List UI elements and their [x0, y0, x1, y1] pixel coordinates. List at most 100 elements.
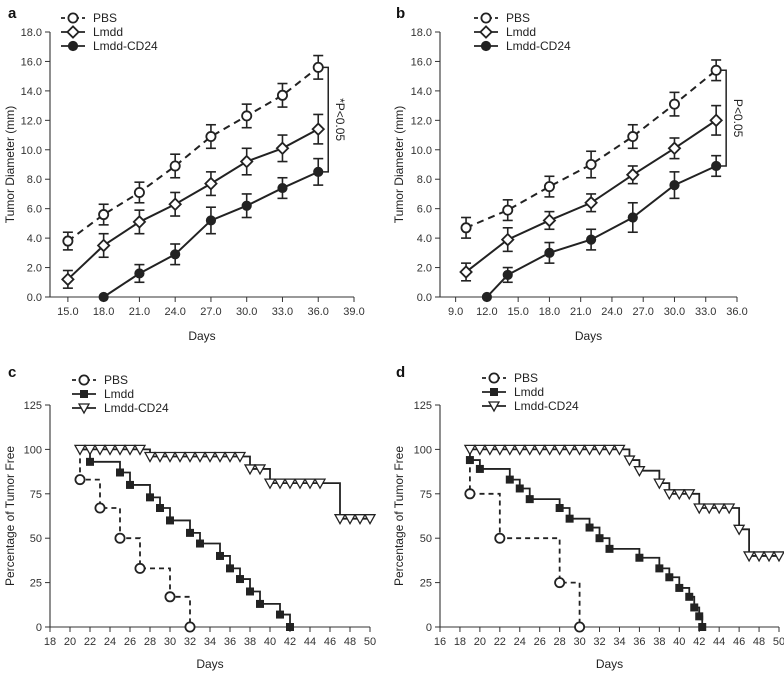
data-point [655, 564, 664, 573]
y-tick-label: 75 [420, 489, 432, 501]
y-tick-label: 10.0 [411, 145, 432, 157]
x-tick-label: 18 [44, 636, 56, 648]
panel-label: a [8, 5, 17, 22]
x-tick-label: 50 [364, 636, 376, 648]
data-point [134, 562, 146, 574]
series-line [469, 449, 581, 627]
data-point [475, 464, 484, 473]
data-point [723, 503, 736, 515]
x-tick-label: 22 [494, 636, 506, 648]
significance-label: *P<0.05 [333, 98, 347, 141]
x-tick-label: 26 [124, 636, 136, 648]
data-point [93, 444, 107, 456]
legend-label: Lmdd-CD24 [514, 399, 579, 413]
x-tick-label: 46 [733, 636, 745, 648]
data-point [169, 160, 181, 172]
data-point [241, 110, 253, 122]
data-point [113, 444, 127, 456]
panel-label: c [8, 364, 16, 381]
data-point [500, 232, 515, 247]
y-tick-label: 12.0 [21, 115, 42, 127]
data-point [574, 621, 586, 633]
x-tick-label: 33.0 [695, 306, 716, 318]
data-point [593, 444, 606, 456]
data-point [61, 272, 75, 287]
legend-marker [488, 372, 500, 384]
data-point [343, 514, 357, 526]
data-point [213, 451, 227, 463]
data-point [635, 553, 644, 562]
x-tick-label: 28 [144, 636, 156, 648]
data-point [627, 212, 638, 223]
y-tick-label: 2.0 [27, 263, 42, 275]
data-point [613, 444, 626, 456]
x-tick-label: 34 [204, 636, 216, 648]
x-tick-label: 12.0 [476, 306, 497, 318]
data-point [132, 215, 147, 229]
legend-label: PBS [93, 11, 117, 25]
x-tick-label: 21.0 [129, 306, 150, 318]
data-point [690, 603, 699, 612]
panel-a: a 15.0 18.0 21.0 24.0 27.0 30.0 33.0 36.0 39.0 0.0… [3, 5, 365, 343]
data-point [623, 455, 636, 467]
data-point [554, 577, 566, 589]
legend-marker [490, 388, 498, 396]
data-point [134, 268, 145, 279]
data-point [673, 489, 686, 501]
x-tick-label: 18 [454, 636, 466, 648]
y-tick-label: 100 [414, 444, 432, 456]
x-tick-label: 36 [633, 636, 645, 648]
x-tick-label: 18.0 [93, 306, 114, 318]
data-point [586, 234, 597, 245]
data-point [173, 451, 187, 463]
legend-label: Lmdd-CD24 [104, 401, 169, 415]
x-tick-label: 22 [84, 636, 96, 648]
data-point [241, 200, 252, 211]
data-point [603, 444, 616, 456]
data-point [253, 464, 267, 476]
data-point [584, 195, 598, 210]
y-tick-label: 6.0 [27, 204, 42, 216]
data-point [196, 539, 204, 548]
legend-marker [487, 401, 501, 413]
data-point [216, 551, 224, 560]
data-point [83, 444, 97, 456]
data-point [668, 98, 680, 110]
data-point [543, 444, 556, 456]
y-tick-label: 75 [30, 489, 42, 501]
legend-marker [80, 390, 88, 398]
data-point [193, 451, 207, 463]
data-point [98, 291, 109, 303]
panel-c: c 18 20 22 24 26 28 30 32 34 36 38 40 42 44 46 48 50 0 25 50… [3, 364, 376, 671]
data-point [183, 451, 197, 463]
legend-label: Lmdd-CD24 [93, 39, 158, 53]
y-tick-label: 18.0 [411, 27, 432, 39]
x-tick-label: 27.0 [632, 306, 653, 318]
data-point [627, 131, 639, 143]
data-point [481, 291, 492, 303]
data-point [473, 444, 486, 456]
x-axis-label: Days [575, 329, 602, 343]
data-point [543, 181, 555, 193]
x-tick-label: 15.0 [507, 306, 528, 318]
data-point [333, 514, 347, 526]
series-line [80, 448, 291, 627]
y-tick-label: 16.0 [411, 56, 432, 68]
y-tick-label: 6.0 [417, 204, 432, 216]
y-tick-label: 4.0 [27, 233, 42, 245]
legend-label: Lmdd [104, 387, 134, 401]
y-tick-label: 2.0 [417, 263, 432, 275]
data-point [170, 249, 181, 260]
y-tick-label: 50 [420, 533, 432, 545]
data-point [86, 457, 94, 466]
y-tick-label: 0.0 [417, 292, 432, 304]
data-point [663, 489, 676, 501]
data-point [544, 247, 555, 258]
y-axis-label: Percentage of Tumor Free [392, 446, 406, 586]
legend-label: PBS [506, 11, 530, 25]
y-tick-label: 0.0 [27, 292, 42, 304]
data-point [205, 131, 217, 143]
y-tick-label: 125 [414, 400, 432, 412]
data-point [523, 444, 536, 456]
data-point [555, 504, 564, 513]
